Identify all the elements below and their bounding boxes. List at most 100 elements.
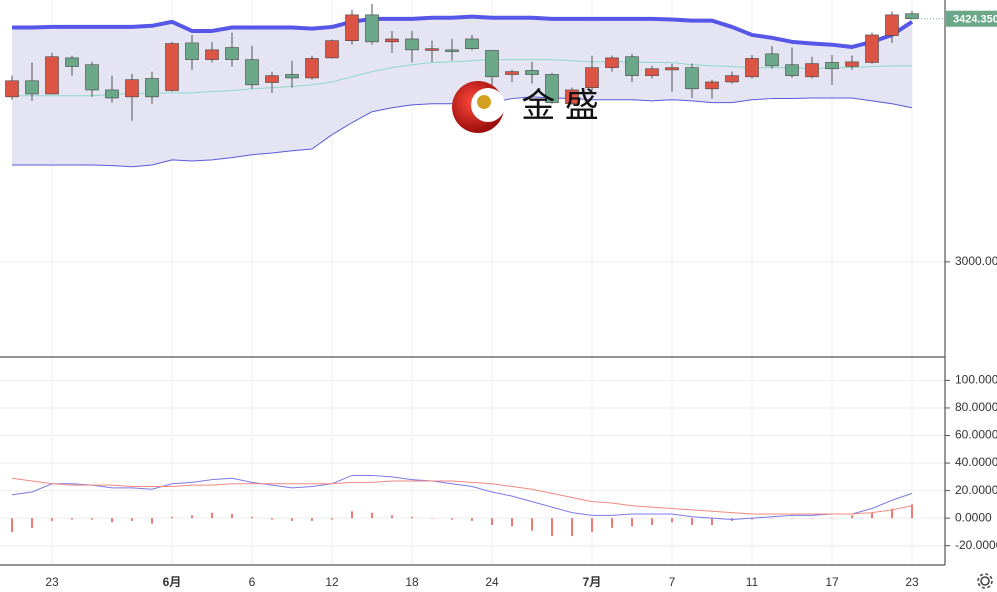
x-tick-label: 24: [485, 575, 499, 589]
histogram-bar: [631, 518, 633, 527]
candle-body: [65, 57, 79, 67]
x-tick-label: 12: [325, 575, 339, 589]
histogram-bar: [911, 504, 913, 519]
histogram-bar: [111, 518, 113, 523]
histogram-bar: [311, 518, 313, 521]
band-middle: [12, 59, 912, 97]
candle-body: [685, 67, 699, 90]
histogram-bar: [471, 518, 473, 521]
y-tick-label: 20.0000: [955, 483, 997, 497]
candle-body: [665, 67, 679, 71]
histogram-bar: [171, 516, 173, 519]
last-price-label: 3424.3500: [953, 14, 997, 26]
histogram-bar: [271, 518, 273, 520]
histogram-bar: [711, 518, 713, 526]
histogram-bar: [671, 518, 673, 523]
candle-body: [105, 89, 119, 99]
histogram-bar: [871, 512, 873, 519]
histogram-bar: [771, 518, 773, 519]
candle-body: [625, 56, 639, 76]
histogram-bar: [611, 518, 613, 528]
histogram-bar: [71, 518, 73, 520]
candle-body: [485, 50, 499, 78]
histogram-bar: [511, 518, 513, 527]
candle-body: [25, 80, 39, 95]
histogram-bar: [551, 518, 553, 537]
candle-body: [505, 71, 519, 75]
candle-body: [785, 64, 799, 76]
histogram-bar: [431, 518, 433, 519]
candle-body: [245, 59, 259, 86]
histogram-bar: [651, 518, 653, 526]
candle-body: [745, 58, 759, 78]
x-tick-label: 6月: [163, 575, 182, 589]
candle-body: [405, 38, 419, 51]
histogram-bar: [351, 511, 353, 519]
histogram-bar: [851, 515, 853, 519]
candle-body: [225, 47, 239, 60]
y-tick-label: 100.0000: [955, 373, 997, 387]
y-tick-label: 3000.0000: [955, 254, 997, 268]
y-tick-label: -20.0000: [955, 538, 997, 552]
histogram-bar: [211, 512, 213, 519]
watermark-text: 金 盛: [521, 87, 598, 125]
histogram-bar: [11, 518, 13, 532]
x-tick-label: 6: [249, 575, 256, 589]
candle-body: [125, 79, 139, 98]
candle-body: [265, 75, 279, 83]
histogram-bar: [191, 515, 193, 519]
x-tick-label: 23: [905, 575, 919, 589]
candle-body: [585, 67, 599, 88]
candle-body: [805, 63, 819, 78]
histogram-bar: [531, 518, 533, 531]
watermark-logo: [452, 81, 505, 133]
candle-body: [285, 74, 299, 79]
histogram-bar: [591, 518, 593, 532]
histogram-bar: [331, 518, 333, 520]
indicator-line: [11, 477, 913, 515]
candle-body: [305, 58, 319, 79]
histogram-bar: [411, 516, 413, 519]
candle-body: [445, 49, 459, 52]
candle-body: [865, 34, 879, 63]
y-tick-label: 60.0000: [955, 428, 997, 442]
candle-body: [825, 62, 839, 70]
histogram-bar: [291, 518, 293, 521]
histogram-bar: [231, 514, 233, 519]
candle-body: [365, 14, 379, 43]
settings-icon[interactable]: [977, 573, 993, 589]
histogram-bar: [51, 518, 53, 521]
x-tick-label: 7: [669, 575, 676, 589]
histogram-bar: [371, 512, 373, 519]
histogram-bar: [691, 518, 693, 526]
x-tick-label: 7月: [583, 575, 602, 589]
histogram-bar: [451, 518, 453, 520]
histogram-bar: [251, 516, 253, 519]
candle-body: [425, 48, 439, 51]
candle-body: [605, 57, 619, 68]
x-tick-label: 17: [825, 575, 839, 589]
histogram-bar: [491, 518, 493, 526]
histogram-bar: [31, 518, 33, 528]
candle-body: [185, 42, 199, 60]
candle-body: [905, 13, 919, 20]
x-tick-label: 11: [746, 575, 759, 589]
candle-body: [645, 68, 659, 76]
x-tick-label: 18: [405, 575, 419, 589]
band-upper: [12, 14, 914, 49]
y-tick-label: 80.0000: [955, 400, 997, 414]
candle-body: [165, 43, 179, 91]
candle-body: [5, 80, 19, 98]
candle-body: [845, 61, 859, 67]
logo-dot: [477, 95, 491, 109]
histogram-bar: [811, 518, 813, 519]
histogram-bar: [831, 518, 833, 519]
candle-body: [325, 40, 339, 59]
last-price-box: [946, 10, 997, 27]
histogram-bar: [151, 518, 153, 524]
y-tick-label: 40.0000: [955, 455, 997, 469]
histogram-bar: [131, 518, 133, 521]
candle-body: [345, 14, 359, 41]
candle-body: [465, 38, 479, 50]
